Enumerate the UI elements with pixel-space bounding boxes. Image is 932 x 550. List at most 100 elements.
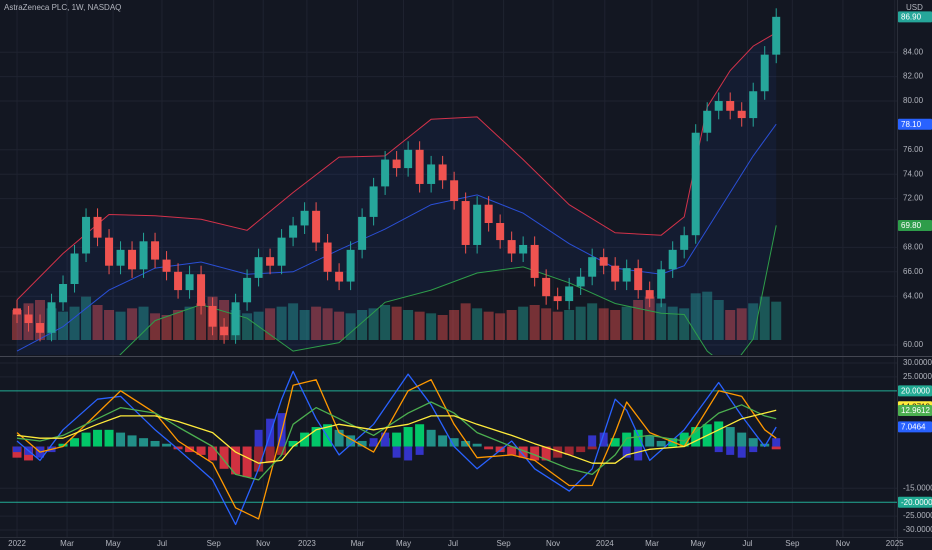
y-tick-label: 80.00 [903,96,924,105]
x-tick-label: Sep [496,539,511,548]
histogram-bar-2 [404,446,413,461]
histogram-bar [357,440,367,447]
y-tick-label: -25.0000 [903,511,932,520]
volume-bar [81,296,92,340]
x-tick-label: Nov [836,539,850,548]
candle-body [542,277,551,297]
volume-bar [357,310,368,340]
volume-bar [621,306,632,340]
candle-body [691,132,700,236]
price-tag [898,421,932,433]
candle-body [450,180,459,202]
price-pane [12,8,782,355]
price-tag-label: 69.80 [901,221,922,230]
y-tick-label: 76.00 [903,145,924,154]
oscillator-line [16,401,777,481]
histogram-bar [564,446,574,455]
candle-body [657,269,666,299]
candle-body [162,259,171,272]
volume-bar [713,300,724,340]
x-tick-label: Mar [645,539,659,548]
histogram-bar [530,446,540,461]
x-tick-label: May [690,539,705,548]
x-tick-label: Jul [448,539,458,548]
candle-body [266,257,275,266]
histogram-bar-2 [254,429,263,447]
band-fill [17,32,777,355]
candle-body [24,314,33,324]
histogram-bar [323,424,333,447]
histogram-bar [254,446,264,472]
y-tick-label: 66.00 [903,267,924,276]
histogram-bar [587,446,597,450]
volume-bar [460,303,471,340]
price-tag-label: 78.10 [901,120,922,129]
price-tag [898,496,932,508]
candle-body [645,290,654,299]
volume-bar [242,313,253,340]
candle-body [116,249,125,266]
volume-bar [12,310,23,340]
candle-body [277,237,286,266]
price-tag [898,404,932,416]
candle-body [634,268,643,291]
histogram-bar [518,446,528,458]
histogram-bar [311,427,321,447]
volume-bar [506,310,517,340]
histogram-bar-2 [737,446,746,458]
volume-bar [667,306,678,340]
x-tick-label: 2025 [886,539,904,548]
candle-body [36,323,45,333]
candle-body [772,16,781,55]
candle-body [599,257,608,266]
volume-bar [529,305,540,340]
candle-body [427,164,436,184]
histogram-bar [392,432,402,447]
volume-bar [426,313,437,340]
candle-body [231,302,240,336]
histogram-bar [633,429,643,447]
y-tick-label: 84.00 [903,47,924,56]
candle-body [737,110,746,119]
volume-bar [656,303,667,340]
y-tick-label: 74.00 [903,169,924,178]
histogram-bar [104,429,114,447]
price-tag-label: 86.90 [901,12,922,21]
volume-bar [288,303,299,340]
currency: USD [906,3,923,12]
volume-bar [575,306,586,340]
volume-bar [518,306,529,340]
volume-bar [644,296,655,340]
histogram-bar [553,446,563,458]
volume-bar [633,300,644,340]
histogram-bar [403,427,413,447]
price-tag-label: 7.0464 [901,423,926,432]
chart-title: AstraZeneca PLC, 1W, NASDAQ [4,3,121,12]
y-tick-label: 72.00 [903,194,924,203]
price-tag-label: 12.9612 [901,406,930,415]
volume-bar [92,305,103,340]
histogram-bar [484,446,494,450]
histogram-bar-2 [772,438,781,447]
volume-bar [449,310,460,340]
histogram-bar [116,432,126,447]
histogram-bar [771,446,781,450]
oscillator-pane [0,370,897,526]
candle-body [726,101,735,111]
candle-body [93,216,102,238]
volume-bar [690,293,701,340]
candle-body [323,242,332,272]
candle-body [346,249,355,282]
histogram-bar [185,446,195,453]
volume-bar [725,310,736,340]
price-tag-label: 20.0000 [901,386,930,395]
volume-bar [587,303,598,340]
histogram-bar-2 [714,446,723,453]
candle-body [381,159,390,187]
x-tick-label: Nov [546,539,560,548]
candle-body [553,296,562,302]
histogram-bar [610,438,620,447]
candle-body [220,326,229,336]
